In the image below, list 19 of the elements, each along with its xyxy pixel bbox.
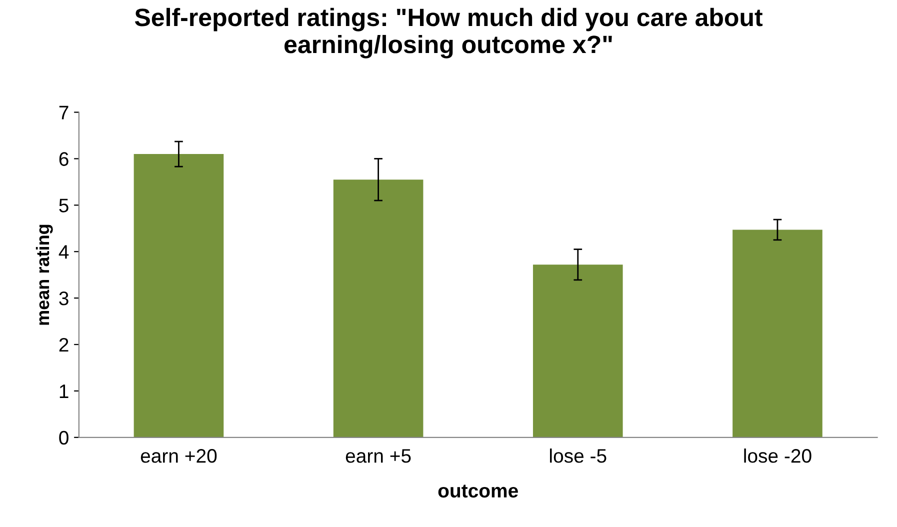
y-tick-label: 2: [59, 338, 68, 352]
x-axis-title: outcome: [438, 484, 518, 498]
chart-title: Self-reported ratings: "How much did you care about earning/losing outcome x?": [134, 8, 763, 58]
x-tick-label: earn +5: [346, 449, 411, 463]
x-tick-label: lose -5: [550, 448, 606, 463]
x-tick-label: earn +20: [140, 449, 217, 463]
y-tick-label: 0: [59, 430, 68, 445]
bar: [732, 230, 822, 438]
bar: [333, 180, 424, 438]
y-tick-label: 4: [58, 245, 69, 259]
bar: [532, 264, 623, 438]
y-tick-label: 3: [59, 292, 68, 306]
y-axis-title: mean rating: [36, 224, 53, 325]
y-tick-label: 6: [59, 152, 68, 166]
bar: [134, 154, 224, 438]
y-tick-label: 7: [59, 106, 68, 120]
y-tick-label: 5: [59, 198, 68, 212]
x-tick-label: lose -20: [744, 448, 812, 463]
y-tick-label: 1: [60, 384, 68, 398]
